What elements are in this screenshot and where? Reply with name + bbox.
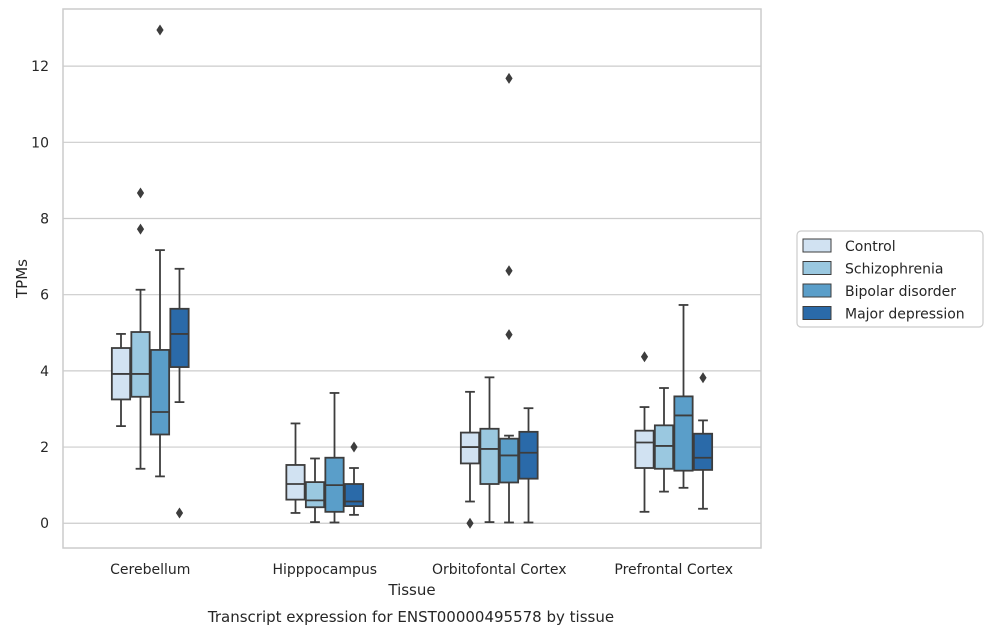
y-tick-label: 2 <box>40 440 49 456</box>
outlier-point <box>466 517 474 529</box>
box-body <box>498 437 520 484</box>
outlier-point <box>156 24 164 36</box>
box-control <box>110 333 132 428</box>
legend-swatch <box>802 261 832 275</box>
outlier-point <box>505 72 513 84</box>
box-bipolar-disorder <box>673 304 694 489</box>
x-axis-ticks: Cerebellum Hipppocampus Orbitofontal Corte… <box>110 562 733 578</box>
y-tick-label: 8 <box>40 212 49 228</box>
box-schizophrenia <box>653 387 675 493</box>
outlier-point <box>175 507 184 519</box>
box-major-depression <box>169 267 190 519</box>
y-tick-label: 12 <box>31 59 49 75</box>
box-schizophrenia <box>304 457 326 523</box>
x-tick-label: Prefrontal Cortex <box>614 562 733 578</box>
box-body <box>285 464 306 501</box>
plot-frame <box>62 8 762 549</box>
y-axis-ticks: 0 2 4 6 8 10 12 <box>31 59 49 532</box>
box-body <box>479 427 500 485</box>
outlier-point <box>350 441 358 453</box>
x-tick-label: Cerebellum <box>110 562 190 578</box>
outlier-point <box>505 329 513 341</box>
legend-swatch <box>802 306 832 320</box>
box-body <box>653 424 675 470</box>
x-tick-label: Orbitofontal Cortex <box>432 562 567 578</box>
box-body <box>169 307 190 368</box>
box-body <box>459 431 481 465</box>
box-major-depression <box>692 372 714 510</box>
y-axis-title: TPMs <box>13 259 31 299</box>
box-major-depression <box>343 441 365 516</box>
y-tick-label: 0 <box>40 516 49 532</box>
outlier-point <box>505 265 513 277</box>
legend-label: Schizophrenia <box>845 262 943 278</box>
box-control <box>459 390 481 529</box>
legend-swatch <box>802 283 832 298</box>
legend-swatch <box>802 238 832 253</box>
outlier-point <box>136 223 145 235</box>
x-tick-label: Hipppocampus <box>272 562 377 578</box>
legend-label: Bipolar disorder <box>845 284 956 300</box>
chart-caption: Transcript expression for ENST0000049557… <box>207 608 614 626</box>
box-control <box>285 422 306 514</box>
box-bipolar-disorder <box>498 72 520 524</box>
box-body <box>149 349 171 436</box>
y-tick-label: 6 <box>40 288 49 304</box>
legend-frame <box>796 230 984 328</box>
outlier-point <box>640 351 649 363</box>
box-body <box>518 430 539 480</box>
y-tick-label: 10 <box>31 135 49 151</box>
box-bipolar-disorder <box>149 24 171 478</box>
box-schizophrenia <box>130 187 151 470</box>
x-axis-title: Tissue <box>387 581 435 599</box>
outlier-point <box>699 372 707 384</box>
box-groups <box>110 24 714 529</box>
box-body <box>304 481 326 509</box>
box-schizophrenia <box>479 376 500 523</box>
box-major-depression <box>518 407 539 524</box>
legend-label: Major depression <box>845 307 965 323</box>
y-tick-label: 4 <box>40 364 49 380</box>
box-body <box>343 483 365 507</box>
box-body <box>673 395 694 472</box>
box-bipolar-disorder <box>324 392 345 524</box>
box-body <box>692 432 714 471</box>
legend: Control Schizophrenia Bipolar disorder Majo… <box>796 230 984 328</box>
box-control <box>634 351 655 513</box>
legend-label: Control <box>845 239 896 255</box>
outlier-point <box>136 187 145 199</box>
box-body <box>634 429 655 469</box>
box-body <box>130 331 151 398</box>
